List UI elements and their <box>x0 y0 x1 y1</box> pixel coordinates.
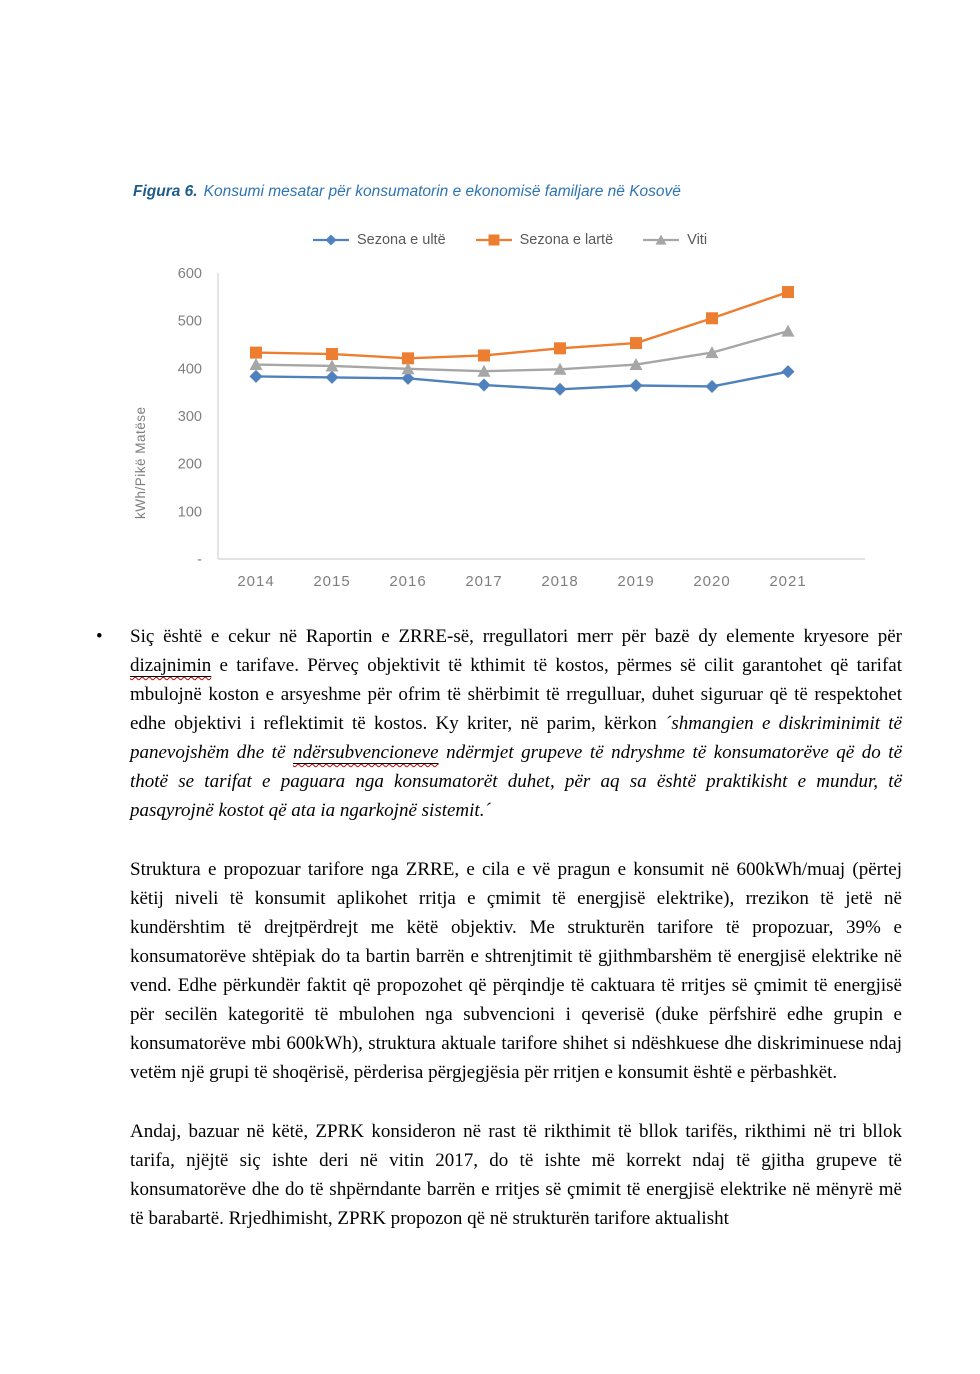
data-point-marker <box>325 359 339 372</box>
legend-item-sezona-e-ult-: Sezona e ultë <box>312 232 446 248</box>
data-point-marker <box>629 378 643 392</box>
data-point-marker <box>478 349 490 362</box>
y-tick-label: 200 <box>178 457 202 473</box>
y-tick-label: - <box>197 552 202 568</box>
data-point-marker <box>553 362 567 375</box>
data-point-marker <box>326 348 338 361</box>
data-point-marker <box>401 362 415 375</box>
data-point-marker <box>488 234 500 246</box>
data-point-marker <box>705 346 719 359</box>
data-point-marker <box>706 312 718 325</box>
legend-marker-diamond-icon <box>312 234 349 246</box>
p1-text-2: e tarifave. Përveç objektivit të kthimit… <box>130 655 902 734</box>
x-tick-label: 2016 <box>389 573 426 590</box>
data-point-marker <box>477 364 491 377</box>
legend-label: Sezona e lartë <box>519 232 614 248</box>
data-point-marker <box>553 382 567 396</box>
data-point-marker <box>250 346 262 359</box>
legend-marker-triangle-icon <box>643 234 680 245</box>
y-tick-label: 100 <box>178 504 202 520</box>
paragraph-bullet: • Siç është e cekur në Raportin e ZRRE-s… <box>96 622 903 825</box>
legend-item-viti: Viti <box>643 232 707 248</box>
x-tick-label: 2014 <box>237 573 274 590</box>
figure-label: Figura 6. <box>133 183 198 200</box>
x-tick-label: 2019 <box>617 573 654 590</box>
chart-svg: - 100 200 300 400 500 600 2014 2015 2016 2017 2018 2… <box>178 266 865 590</box>
paragraph-3: Andaj, bazuar në këtë, ZPRK konsideron n… <box>130 1121 902 1229</box>
data-point-marker <box>705 379 719 393</box>
legend-label: Viti <box>687 232 708 248</box>
data-point-marker <box>325 234 337 246</box>
line-chart: Sezona e ultë Sezona e lartë Viti kWh/Pikë… <box>115 228 905 613</box>
data-point-marker <box>630 337 642 350</box>
figure-title: Figura 6. Konsumi mesatar për konsumatori… <box>133 182 681 202</box>
data-point-marker <box>249 358 263 371</box>
paragraph-2: Struktura e propozuar tarifore nga ZRRE,… <box>130 859 902 1083</box>
data-point-marker <box>629 358 643 371</box>
p1-misspelled-word-1: dizajnimin <box>130 655 212 676</box>
data-point-marker <box>249 369 263 383</box>
figure-caption: Konsumi mesatar për konsumatorin e ekono… <box>203 183 681 200</box>
p1-misspelled-word-2: ndërsubvencioneve <box>292 742 439 763</box>
data-point-marker <box>402 352 414 365</box>
legend-item-sezona-e-lart-: Sezona e lartë <box>475 232 614 248</box>
legend-marker-square-icon <box>475 234 512 246</box>
data-point-marker <box>781 324 795 337</box>
x-tick-label: 2018 <box>541 573 578 590</box>
series-line-sezona-e-ult- <box>255 370 789 391</box>
p1-quote-end: ndërmjet grupeve të ndryshme të konsumat… <box>130 742 903 821</box>
data-point-marker <box>401 371 415 385</box>
x-tick-label: 2021 <box>769 573 806 590</box>
x-tick-label: 2015 <box>313 573 350 590</box>
x-tick-label: 2017 <box>465 573 502 590</box>
series-line-viti <box>255 329 789 373</box>
data-point-marker <box>554 342 566 355</box>
y-tick-label: 600 <box>178 266 202 282</box>
data-point-marker <box>325 370 339 384</box>
data-point-marker <box>655 234 667 245</box>
series-line-sezona-e-lart- <box>255 290 789 360</box>
p1-text-1: Siç është e cekur në Raportin e ZRRE-së,… <box>130 626 902 647</box>
body-text: • Siç është e cekur në Raportin e ZRRE-s… <box>96 622 903 1282</box>
bullet-marker: • <box>96 626 103 647</box>
data-point-marker <box>782 286 794 299</box>
y-tick-label: 500 <box>178 314 202 330</box>
x-tick-label: 2020 <box>693 573 730 590</box>
y-tick-label: 300 <box>178 409 202 425</box>
legend-label: Sezona e ultë <box>356 232 446 248</box>
data-point-marker <box>477 378 491 392</box>
y-tick-label: 400 <box>178 361 202 377</box>
chart-legend: Sezona e ultë Sezona e lartë Viti <box>115 232 905 248</box>
p1-quote-start: ´shmangien e diskriminimit të panevojshë… <box>130 713 902 763</box>
data-point-marker <box>781 365 795 379</box>
